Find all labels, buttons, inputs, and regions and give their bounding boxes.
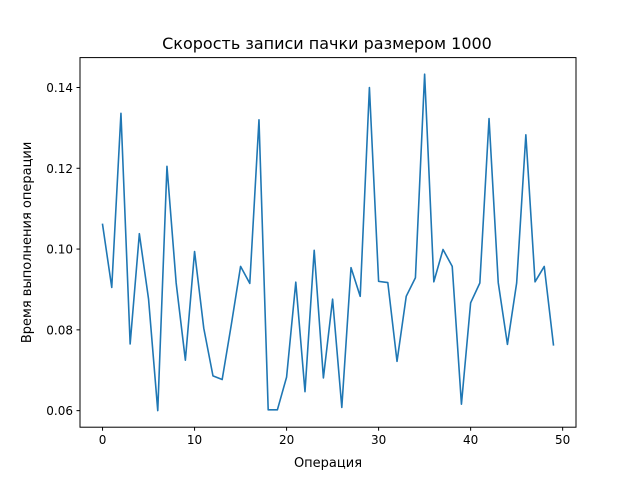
- x-axis-label: Операция: [294, 456, 362, 471]
- data-point: [396, 361, 398, 363]
- x-tick-label: 20: [279, 433, 294, 447]
- data-point: [139, 233, 141, 235]
- data-point: [415, 277, 417, 279]
- y-tick-label: 0.14: [46, 81, 73, 95]
- data-point: [212, 375, 214, 377]
- y-tick-label: 0.08: [46, 323, 73, 337]
- data-point: [148, 298, 150, 300]
- x-tick-label: 30: [371, 433, 386, 447]
- data-point: [221, 379, 223, 381]
- data-point: [175, 282, 177, 284]
- x-tick-label: 0: [99, 433, 107, 447]
- data-point: [129, 343, 131, 345]
- data-point: [387, 282, 389, 284]
- data-point: [332, 298, 334, 300]
- data-point: [534, 281, 536, 283]
- data-point: [497, 282, 499, 284]
- chart-title: Скорость записи пачки размером 1000: [162, 34, 492, 53]
- data-point: [488, 118, 490, 120]
- data-point: [194, 251, 196, 253]
- data-point: [378, 281, 380, 283]
- data-point: [295, 281, 297, 283]
- data-point: [231, 323, 233, 325]
- x-tick-label: 40: [463, 433, 478, 447]
- data-point: [525, 134, 527, 136]
- x-axis-ticks: 0 10 20 30 40 50: [99, 427, 570, 447]
- data-point: [424, 73, 426, 75]
- series-line-0: [101, 73, 555, 412]
- series-layer: [101, 73, 555, 412]
- data-point: [442, 249, 444, 251]
- data-point: [249, 283, 251, 285]
- data-point: [111, 287, 113, 289]
- data-point: [507, 344, 509, 346]
- data-point: [166, 165, 168, 167]
- data-point: [516, 282, 518, 284]
- y-axis-label: Время выполнения операции: [20, 142, 35, 343]
- data-point: [543, 266, 545, 268]
- y-tick-label: 0.10: [46, 243, 73, 257]
- x-tick-label: 50: [555, 433, 570, 447]
- data-point: [553, 344, 555, 346]
- plot-area-frame: [79, 57, 577, 428]
- data-point: [157, 410, 159, 412]
- data-point: [451, 266, 453, 268]
- data-point: [323, 377, 325, 379]
- data-point: [240, 266, 242, 268]
- data-point: [185, 359, 187, 361]
- data-point: [277, 409, 279, 411]
- data-point: [267, 409, 269, 411]
- data-point: [304, 391, 306, 393]
- data-point: [350, 267, 352, 269]
- data-point: [479, 282, 481, 284]
- data-point: [102, 224, 104, 226]
- y-axis-ticks: 0.06 0.08 0.10 0.12 0.14: [46, 81, 80, 418]
- data-point: [433, 281, 435, 283]
- data-point: [313, 249, 315, 251]
- x-tick-label: 10: [187, 433, 202, 447]
- data-point: [203, 327, 205, 329]
- data-point: [369, 87, 371, 89]
- data-point: [470, 302, 472, 304]
- data-point: [120, 113, 122, 115]
- y-tick-label: 0.06: [46, 404, 73, 418]
- data-point: [258, 119, 260, 121]
- data-point: [359, 296, 361, 298]
- data-point: [286, 376, 288, 378]
- data-point: [461, 403, 463, 405]
- data-point: [341, 407, 343, 409]
- data-point: [405, 296, 407, 298]
- y-tick-label: 0.12: [46, 162, 73, 176]
